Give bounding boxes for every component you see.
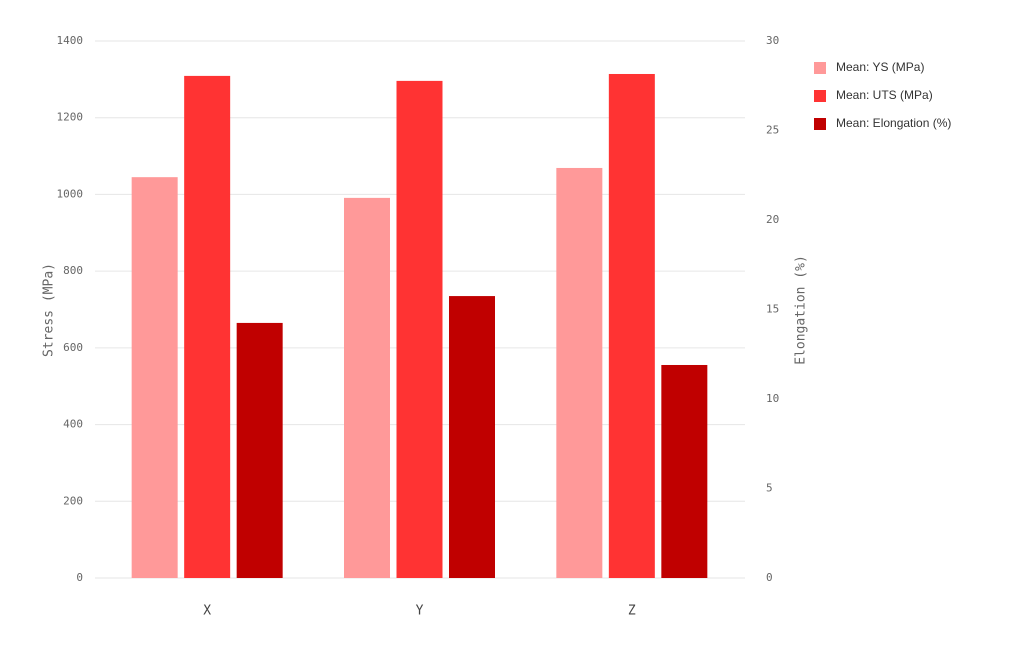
bar: [236, 322, 283, 578]
legend-swatch: [814, 90, 826, 102]
y-tick-label: 1200: [57, 111, 84, 124]
legend-label: Mean: YS (MPa): [836, 60, 924, 74]
y2-tick-label: 20: [766, 213, 779, 226]
y-tick-label: 800: [63, 264, 83, 277]
y-tick-label: 600: [63, 341, 83, 354]
y2-tick-label: 30: [766, 34, 779, 47]
x-tick-label: Z: [628, 604, 636, 619]
y2-tick-label: 15: [766, 303, 779, 316]
y-tick-label: 0: [76, 571, 83, 584]
bar: [184, 75, 231, 578]
y-tick-label: 400: [63, 418, 83, 431]
y2-tick-label: 5: [766, 482, 773, 495]
legend-swatch: [814, 62, 826, 74]
bar: [131, 177, 178, 579]
legend-swatch: [814, 118, 826, 130]
bar: [608, 73, 655, 578]
legend-label: Mean: UTS (MPa): [836, 88, 933, 102]
bar: [556, 167, 603, 578]
bar: [396, 80, 443, 579]
y-tick-label: 1400: [57, 34, 84, 47]
bar: [661, 364, 708, 578]
y2-tick-label: 10: [766, 392, 779, 405]
y-tick-label: 200: [63, 494, 83, 507]
bar: [344, 197, 390, 578]
y-tick-label: 1000: [57, 187, 84, 200]
bar: [449, 296, 495, 578]
x-tick-label: X: [203, 604, 211, 619]
y-axis-title: Stress (MPa): [42, 263, 57, 357]
legend-label: Mean: Elongation (%): [836, 116, 951, 130]
y2-tick-label: 0: [766, 571, 773, 584]
y2-tick-label: 25: [766, 124, 779, 137]
y2-axis-title: Elongation (%): [794, 255, 809, 365]
x-tick-label: Y: [416, 604, 424, 619]
